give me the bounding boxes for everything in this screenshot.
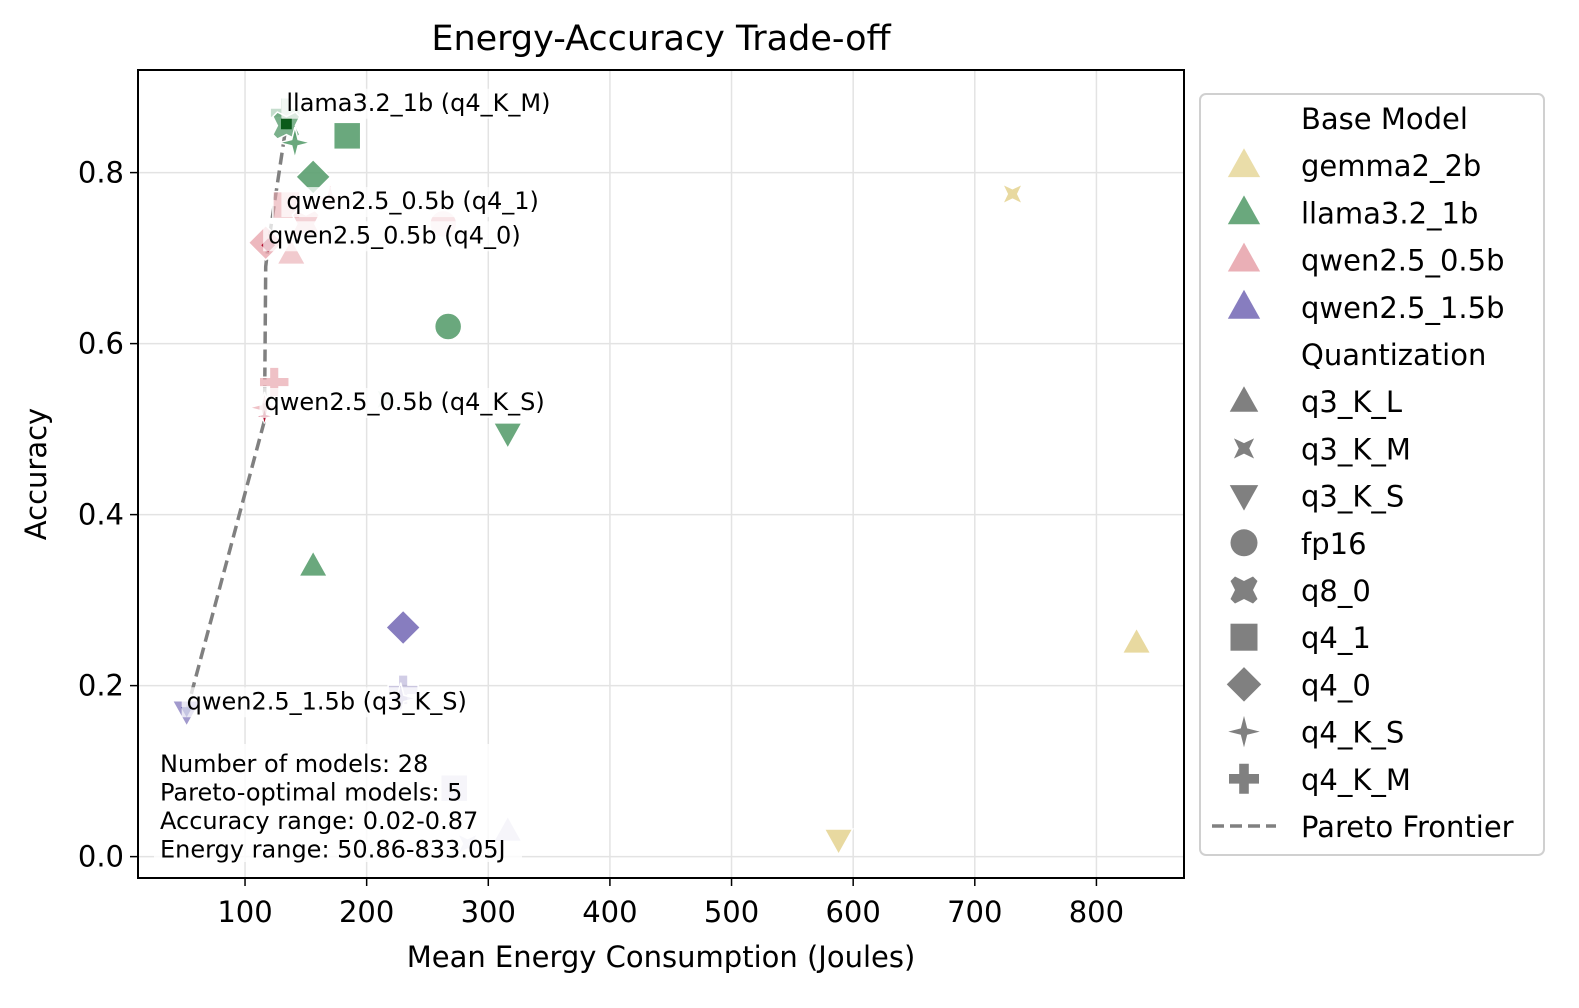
data-point [823,828,855,857]
data-point [433,312,463,341]
stats-line: Pareto-optimal models: 5 [160,779,462,807]
stats-box [154,744,522,862]
data-point [492,422,524,450]
x-tick-label: 700 [947,895,1002,929]
legend-quantization-title: Quantization [1301,338,1486,372]
x-tick-label: 100 [217,895,272,929]
pareto-frontier-line [184,123,289,712]
legend-label-pareto: Pareto Frontier [1301,810,1514,844]
legend-marker-q3-K-L [1229,386,1259,412]
y-tick-label: 0.6 [78,327,124,361]
point-annotation: llama3.2_1b (q4_K_M) [286,89,550,117]
point-annotation: qwen2.5_0.5b (q4_K_S) [264,388,544,416]
legend-marker-q4-0 [1226,667,1262,702]
legend-label-q3-K-S: q3_K_S [1301,480,1404,514]
legend-marker-q4-K-M [1229,763,1259,794]
legend-label-q8-0: q8_0 [1301,574,1371,608]
pareto-layer [184,123,289,712]
legend-label-q4-K-S: q4_K_S [1301,716,1404,750]
annotations-layer: llama3.2_1b (q4_K_M) qwen2.5_0.5b (q4_1)q… [181,88,564,718]
x-tick-label: 800 [1069,895,1124,929]
legend-label-q4-K-M: q4_K_M [1301,763,1411,797]
data-point [332,121,362,151]
y-tick-label: 0.4 [78,498,124,532]
x-tick-label: 500 [704,895,759,929]
legend-marker-q4-1 [1230,623,1258,651]
legend-label-q3-K-M: q3_K_M [1301,432,1411,466]
legend-marker-q3-K-M [1233,438,1255,459]
legend-label-llama3-2_1b: llama3.2_1b [1301,196,1478,230]
legend: Base Model gemma2_2b llama3.2_1b qwen2.5_0.… [1199,93,1545,856]
legend-marker-llama3-2_1b [1227,195,1261,225]
legend-marker-q3-K-S [1229,485,1259,511]
y-tick-label: 0.2 [78,669,124,703]
legend-base-model-title: Base Model [1301,102,1468,136]
annotation-background [181,687,478,718]
legend-marker-q4-K-S [1228,715,1260,748]
chart-title: Energy-Accuracy Trade-off [431,19,891,59]
stats-line: Energy range: 50.86-833.05J [160,836,506,864]
annotation-background [259,388,556,419]
x-tick-label: 300 [461,895,516,929]
data-point [1121,626,1153,655]
annotation-background [281,88,564,119]
x-axis-label: Mean Energy Consumption (Joules) [407,940,916,974]
legend-label-gemma2_2b: gemma2_2b [1301,149,1481,183]
legend-marker-qwen2-5_1-5b [1227,289,1261,319]
legend-marker-gemma2_2b [1227,148,1261,178]
stats-line: Number of models: 28 [160,750,428,778]
y-axis-label: Accuracy [19,408,53,540]
x-tick-label: 600 [825,895,880,929]
stats-line: Accuracy range: 0.02-0.87 [160,807,478,835]
x-tick-label: 200 [339,895,394,929]
data-point [275,237,307,266]
legend-label-qwen2-5_0-5b: qwen2.5_0.5b [1301,244,1505,278]
data-point [1000,182,1025,206]
y-tick-label: 0.8 [78,156,124,190]
legend-marker-qwen2-5_0-5b [1227,242,1261,272]
pareto-point [280,118,292,130]
data-point [384,609,422,646]
annotation-background [281,187,550,218]
point-annotation: qwen2.5_0.5b (q4_1) [286,187,539,215]
legend-label-q3-K-L: q3_K_L [1301,385,1402,419]
point-annotation: qwen2.5_0.5b (q4_0) [268,221,521,249]
legend-marker-fp16 [1230,529,1258,557]
data-point [278,126,311,159]
legend-marker-q8-0 [1230,576,1258,604]
ticks-layer: 100 200 300 400 500 600 700 800 0.0 0.2 0.4 0.6 0.8 [78,156,1124,929]
x-tick-label: 400 [582,895,637,929]
legend-label-q4-0: q4_0 [1301,668,1371,702]
annotation-background [263,221,532,252]
legend-label-q4-1: q4_1 [1301,621,1371,655]
point-annotation: qwen2.5_1.5b (q3_K_S) [187,687,467,715]
plot-frame [137,69,1185,879]
legend-box [1199,93,1545,856]
y-tick-label: 0.0 [78,840,124,874]
legend-label-fp16: fp16 [1301,527,1367,561]
data-point [297,549,329,578]
legend-label-qwen2-5_1-5b: qwen2.5_1.5b [1301,291,1505,325]
